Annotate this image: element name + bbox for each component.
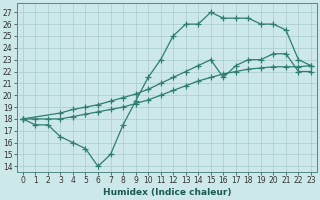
X-axis label: Humidex (Indice chaleur): Humidex (Indice chaleur) (103, 188, 231, 197)
